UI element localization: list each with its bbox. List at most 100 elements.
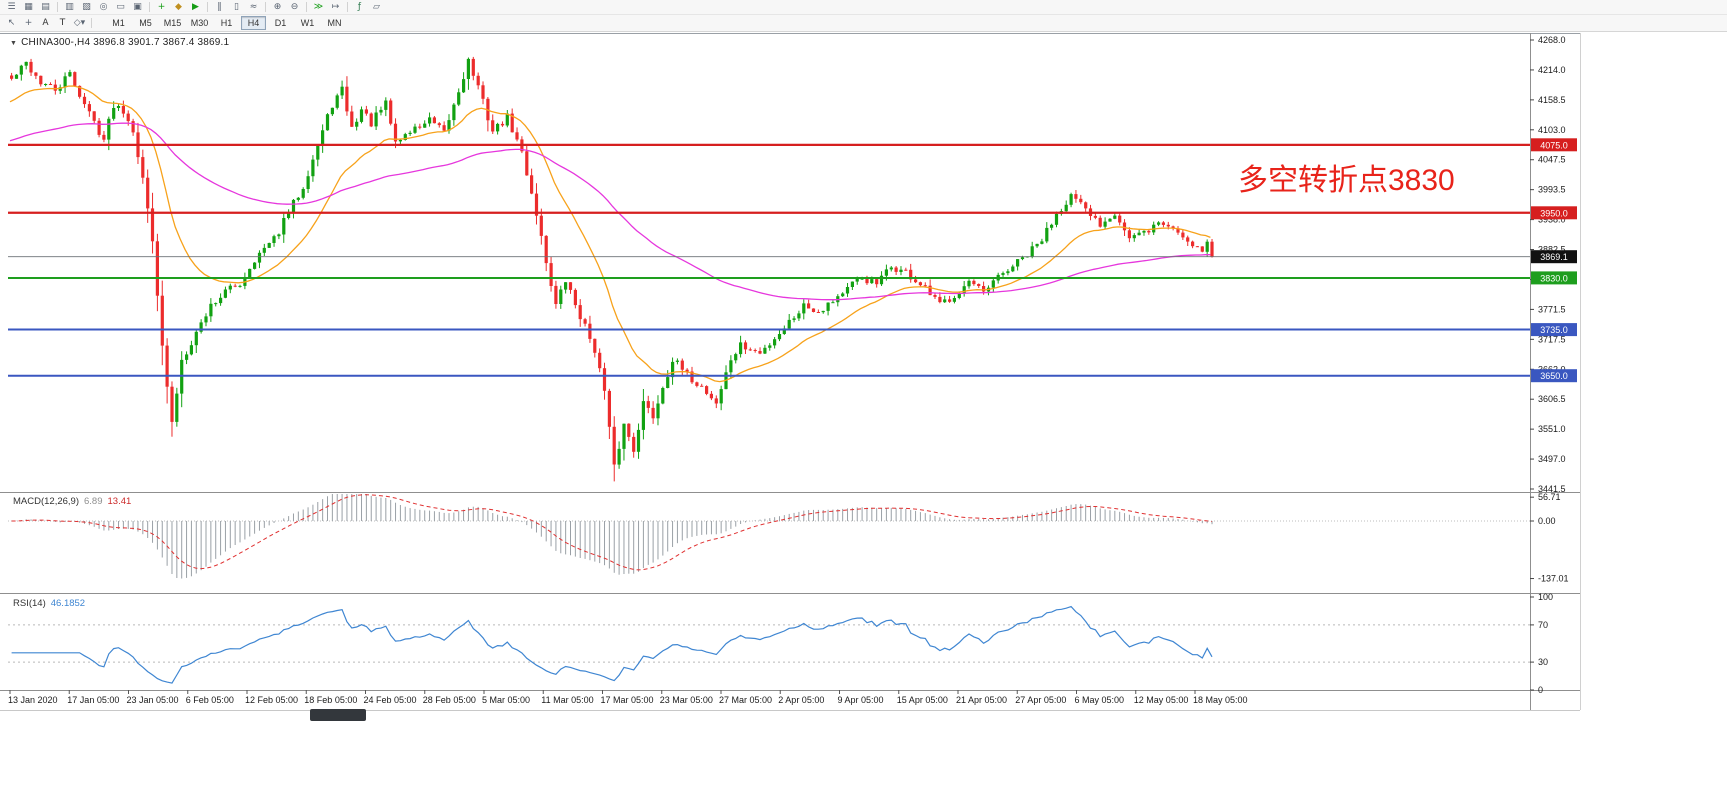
text-annotation-tool-icon[interactable]: A [37, 17, 54, 30]
macd-axis-label: -137.01 [1538, 574, 1569, 584]
taskbar-item[interactable] [310, 709, 366, 721]
price-axis-label: 3441.5 [1538, 484, 1566, 494]
market-watch-icon[interactable]: ▥ [61, 1, 78, 14]
navigator-icon[interactable]: ◎ [95, 1, 112, 14]
time-axis-label: 6 May 05:00 [1075, 695, 1125, 705]
data-window-icon[interactable]: ▧ [78, 1, 95, 14]
autotrading-icon[interactable]: ▶ [187, 1, 204, 14]
svg-text:3735.0: 3735.0 [1540, 325, 1568, 335]
ma-slow-magenta [9, 122, 1211, 301]
timeframe-m15-button[interactable]: M15 [160, 16, 185, 30]
macd-histogram [15, 494, 1213, 579]
indicators-icon[interactable]: ƒ [351, 1, 368, 14]
time-axis-label: 2 Apr 05:00 [778, 695, 824, 705]
macd-axis[interactable]: 56.71 0.00 -137.01 [1530, 492, 1569, 584]
toolbar-separator [306, 2, 307, 12]
candles-mode-icon[interactable]: ▯ [228, 1, 245, 14]
rsi-axis-label: 0 [1538, 685, 1543, 695]
timeframe-m1-button[interactable]: M1 [106, 16, 131, 30]
time-axis-label: 27 Apr 05:00 [1015, 695, 1066, 705]
chart-shift-icon[interactable]: ↦ [327, 1, 344, 14]
timeframe-h1-button[interactable]: H1 [214, 16, 239, 30]
time-axis-label: 6 Feb 05:00 [186, 695, 234, 705]
rsi-axis[interactable]: 100 70 30 0 [1530, 592, 1553, 695]
time-axis-label: 5 Mar 05:00 [482, 695, 530, 705]
price-axis-label: 4158.5 [1538, 95, 1566, 105]
svg-text:3830.0: 3830.0 [1540, 273, 1568, 283]
time-axis-label: 21 Apr 05:00 [956, 695, 1007, 705]
price-axis-label: 4268.0 [1538, 35, 1566, 45]
ma-fast-orange [9, 85, 1211, 383]
shapes-tool-icon[interactable]: ◇▾ [71, 17, 88, 30]
zoom-out-icon[interactable]: ⊖ [286, 1, 303, 14]
timeframe-w1-button[interactable]: W1 [295, 16, 320, 30]
price-tag-3950.0: 3950.0 [1531, 206, 1577, 220]
svg-text:3950.0: 3950.0 [1540, 208, 1568, 218]
price-tag-3735.0: 3735.0 [1531, 323, 1577, 337]
price-axis-label: 3497.0 [1538, 454, 1566, 464]
time-axis-label: 23 Mar 05:00 [660, 695, 713, 705]
timeframe-m30-button[interactable]: M30 [187, 16, 212, 30]
toolbar-row-main: ☰ ▦ ▤ ▥ ▧ ◎ ▭ ▣ + ◆ ▶ ‖ ▯ ≈ ⊕ ⊖ ≫ ↦ ƒ ▱ [0, 0, 1727, 14]
price-tag-3869.1: 3869.1 [1531, 250, 1577, 264]
time-axis-label: 24 Feb 05:00 [364, 695, 417, 705]
time-axis-label: 15 Apr 05:00 [897, 695, 948, 705]
macd-axis-label: 56.71 [1538, 492, 1561, 502]
strategy-tester-icon[interactable]: ▣ [129, 1, 146, 14]
time-axis-label: 17 Mar 05:00 [601, 695, 654, 705]
timeframe-h4-button[interactable]: H4 [241, 16, 266, 30]
line-mode-icon[interactable]: ≈ [245, 1, 262, 14]
toolbar-separator [149, 2, 150, 12]
metaeditor-icon[interactable]: ◆ [170, 1, 187, 14]
auto-scroll-icon[interactable]: ≫ [310, 1, 327, 14]
price-axis-label: 3551.0 [1538, 424, 1566, 434]
price-axis-label: 3938.0 [1538, 215, 1566, 225]
terminal-icon[interactable]: ▭ [112, 1, 129, 14]
timeframe-d1-button[interactable]: D1 [268, 16, 293, 30]
text-label-tool-icon[interactable]: T [54, 17, 71, 30]
price-tag-3650.0: 3650.0 [1531, 369, 1577, 383]
price-axis[interactable]: 4268.0 4214.0 4158.5 4103.0 4047.5 3993.5 3938… [1530, 35, 1566, 494]
toolbar-separator [207, 2, 208, 12]
price-axis-label: 3717.5 [1538, 334, 1566, 344]
toolbar-separator [347, 2, 348, 12]
rsi-axis-label: 30 [1538, 657, 1548, 667]
price-tag-4075.0: 4075.0 [1531, 138, 1577, 152]
templates-icon[interactable]: ▱ [368, 1, 385, 14]
crosshair-tool-icon[interactable]: + [20, 17, 37, 30]
svg-text:3869.1: 3869.1 [1540, 252, 1568, 262]
new-order-icon[interactable]: + [153, 1, 170, 14]
cursor-tool-icon[interactable]: ↖ [3, 17, 20, 30]
time-axis[interactable]: 13 Jan 2020 17 Jan 05:00 23 Jan 05:00 6 Feb… [8, 690, 1248, 705]
svg-text:4075.0: 4075.0 [1540, 140, 1568, 150]
toolbar-separator [91, 18, 92, 28]
rsi-line [11, 605, 1213, 684]
timeframe-m5-button[interactable]: M5 [133, 16, 158, 30]
macd-axis-label: 0.00 [1538, 516, 1556, 526]
time-axis-label: 13 Jan 2020 [8, 695, 58, 705]
chart-windows-icon[interactable]: ▦ [20, 1, 37, 14]
toolbars-menu-icon[interactable]: ☰ [3, 1, 20, 14]
zoom-in-icon[interactable]: ⊕ [269, 1, 286, 14]
time-axis-label: 18 Feb 05:00 [304, 695, 357, 705]
time-axis-label: 28 Feb 05:00 [423, 695, 476, 705]
time-axis-label: 18 May 05:00 [1193, 695, 1248, 705]
profiles-icon[interactable]: ▤ [37, 1, 54, 14]
price-axis-label: 4047.5 [1538, 155, 1566, 165]
time-axis-label: 23 Jan 05:00 [127, 695, 179, 705]
price-axis-label: 3993.5 [1538, 185, 1566, 195]
collapse-triangle-icon[interactable]: ▼ [10, 40, 18, 47]
timeframe-mn-button[interactable]: MN [322, 16, 347, 30]
time-axis-label: 12 Feb 05:00 [245, 695, 298, 705]
price-tag-3830.0: 3830.0 [1531, 271, 1577, 285]
toolbar-row-tools: ↖ + A T ◇▾ M1 M5 M15 M30 H1 H4 D1 W1 MN [0, 14, 1727, 31]
rsi-axis-label: 70 [1538, 620, 1548, 630]
price-axis-label: 4103.0 [1538, 125, 1566, 135]
time-axis-label: 11 Mar 05:00 [541, 695, 593, 705]
time-axis-label: 17 Jan 05:00 [67, 695, 119, 705]
time-axis-label: 12 May 05:00 [1134, 695, 1189, 705]
bars-mode-icon[interactable]: ‖ [211, 1, 228, 14]
timeframe-switcher: M1 M5 M15 M30 H1 H4 D1 W1 MN [105, 16, 348, 30]
